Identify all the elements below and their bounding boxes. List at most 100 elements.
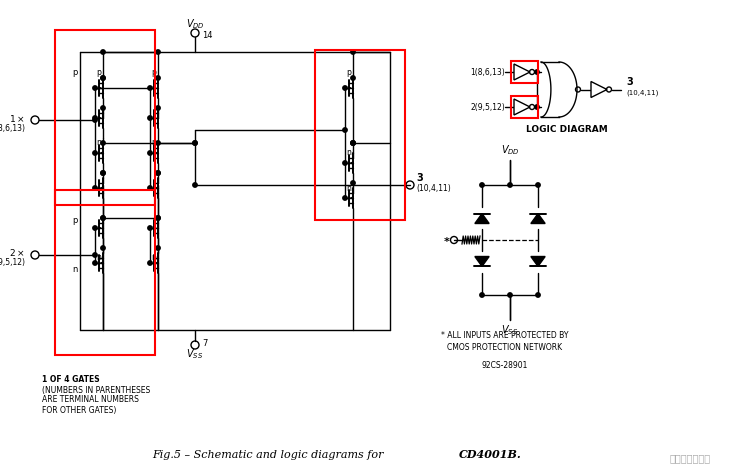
Circle shape (101, 216, 105, 220)
Text: *: * (444, 237, 450, 247)
Text: n: n (96, 254, 101, 263)
Text: (9,5,12): (9,5,12) (0, 258, 25, 267)
Text: 1 OF 4 GATES: 1 OF 4 GATES (42, 376, 100, 385)
Text: LOGIC DIAGRAM: LOGIC DIAGRAM (526, 124, 608, 134)
Text: p: p (72, 215, 78, 225)
Polygon shape (475, 213, 489, 224)
Polygon shape (475, 257, 489, 266)
Circle shape (93, 226, 97, 230)
Text: p: p (346, 68, 351, 76)
Polygon shape (514, 99, 530, 115)
Text: 92CS-28901: 92CS-28901 (482, 361, 528, 370)
Circle shape (148, 226, 152, 230)
Text: FOR OTHER GATES): FOR OTHER GATES) (42, 406, 116, 415)
Circle shape (156, 246, 160, 250)
Circle shape (192, 141, 197, 145)
Circle shape (508, 183, 513, 187)
Circle shape (156, 171, 160, 175)
Text: n: n (346, 183, 351, 192)
Circle shape (101, 141, 105, 145)
Circle shape (156, 216, 160, 220)
Circle shape (351, 50, 355, 54)
Circle shape (93, 86, 97, 90)
Polygon shape (514, 64, 530, 80)
Circle shape (351, 76, 355, 80)
Text: 2(9,5,12): 2(9,5,12) (470, 103, 505, 112)
Circle shape (535, 105, 539, 109)
Text: n: n (72, 265, 78, 274)
Circle shape (148, 261, 152, 265)
Circle shape (148, 86, 152, 90)
Polygon shape (531, 213, 545, 224)
Circle shape (101, 50, 105, 54)
Text: 3: 3 (626, 76, 633, 86)
Circle shape (93, 261, 97, 265)
Circle shape (351, 141, 355, 145)
Polygon shape (531, 257, 545, 266)
Circle shape (101, 246, 105, 250)
Bar (511, 96, 538, 118)
Text: $\mathit{V}_{SS}$: $\mathit{V}_{SS}$ (186, 347, 204, 361)
Circle shape (101, 76, 105, 80)
Text: 1(8,6,13): 1(8,6,13) (470, 68, 505, 76)
Circle shape (101, 76, 105, 80)
Circle shape (480, 183, 484, 187)
Text: p: p (96, 68, 101, 76)
Circle shape (351, 141, 355, 145)
Circle shape (101, 106, 105, 110)
Circle shape (101, 216, 105, 220)
Polygon shape (591, 82, 607, 98)
Text: n: n (346, 147, 351, 157)
Text: (10,4,11): (10,4,11) (626, 89, 659, 96)
Circle shape (156, 76, 160, 80)
Text: * ALL INPUTS ARE PROTECTED BY: * ALL INPUTS ARE PROTECTED BY (441, 331, 568, 340)
Text: 电子工程师笔记: 电子工程师笔记 (670, 453, 711, 463)
Circle shape (536, 293, 540, 297)
Bar (315, 50, 405, 220)
Circle shape (148, 151, 152, 155)
Text: Fig.5 – Schematic and logic diagrams for: Fig.5 – Schematic and logic diagrams for (152, 450, 387, 460)
Circle shape (343, 86, 347, 90)
Circle shape (156, 50, 160, 54)
Bar (55, 190, 155, 355)
Circle shape (148, 186, 152, 190)
Circle shape (156, 141, 160, 145)
Circle shape (93, 253, 97, 257)
Text: 3: 3 (416, 173, 423, 183)
Text: (10,4,11): (10,4,11) (416, 183, 451, 192)
Circle shape (93, 186, 97, 190)
Circle shape (535, 70, 539, 74)
Text: (8,6,13): (8,6,13) (0, 123, 25, 133)
Text: ARE TERMINAL NUMBERS: ARE TERMINAL NUMBERS (42, 395, 139, 404)
Circle shape (148, 116, 152, 120)
Circle shape (343, 196, 347, 200)
Text: 14: 14 (202, 30, 213, 39)
Circle shape (480, 293, 484, 297)
Circle shape (508, 293, 513, 297)
Text: p: p (151, 68, 156, 76)
Circle shape (192, 141, 197, 145)
Circle shape (343, 128, 347, 132)
Text: $2\times$: $2\times$ (9, 248, 25, 258)
Text: $1\times$: $1\times$ (9, 113, 25, 123)
Bar (511, 61, 538, 83)
Circle shape (351, 181, 355, 185)
Circle shape (351, 141, 355, 145)
Text: $\mathit{V}_{DD}$: $\mathit{V}_{DD}$ (186, 17, 204, 31)
Circle shape (101, 171, 105, 175)
Text: n: n (151, 254, 156, 263)
Circle shape (343, 161, 347, 165)
Circle shape (101, 171, 105, 175)
Text: n: n (151, 137, 156, 146)
Circle shape (156, 106, 160, 110)
Circle shape (156, 171, 160, 175)
Text: n: n (96, 137, 101, 146)
Text: $\mathit{V}_{SS}$: $\mathit{V}_{SS}$ (501, 323, 518, 337)
Text: CMOS PROTECTION NETWORK: CMOS PROTECTION NETWORK (448, 342, 562, 351)
Circle shape (93, 116, 97, 120)
Text: p: p (72, 68, 78, 76)
Text: CD4001B.: CD4001B. (459, 449, 521, 461)
Circle shape (93, 118, 97, 122)
Text: (NUMBERS IN PARENTHESES: (NUMBERS IN PARENTHESES (42, 386, 150, 394)
Circle shape (156, 216, 160, 220)
